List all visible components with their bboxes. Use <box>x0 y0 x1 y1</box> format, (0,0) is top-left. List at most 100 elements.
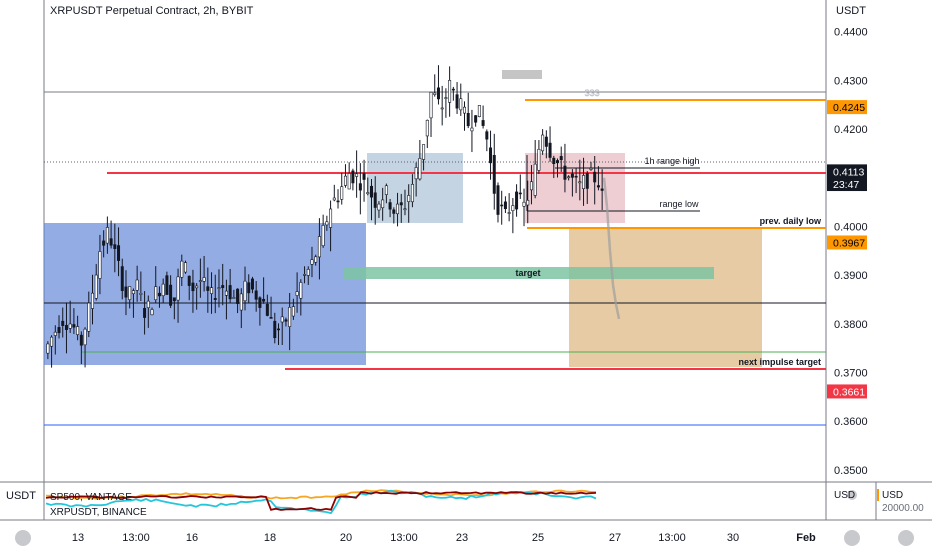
candle <box>433 74 437 97</box>
candle <box>221 263 225 306</box>
candle <box>135 265 139 302</box>
time-label: 20 <box>340 532 352 544</box>
candle <box>548 126 552 162</box>
candle <box>254 281 258 312</box>
price-badge-text: 0.3661 <box>833 386 865 398</box>
price-axis-ticks[interactable]: 0.4400 0.4300 0.4200 0.4000 0.3900 0.3800 0.37… <box>834 27 868 477</box>
candle <box>213 274 217 314</box>
candle <box>87 291 91 338</box>
candle <box>526 180 530 224</box>
candle <box>422 144 426 171</box>
candle <box>68 300 72 333</box>
candle <box>262 277 266 304</box>
candle <box>306 266 310 285</box>
candle <box>336 189 340 209</box>
candle <box>165 271 169 295</box>
candle <box>295 272 299 313</box>
candle <box>582 157 586 206</box>
indicator-currency: USDT <box>6 490 36 502</box>
indicator-lines <box>45 489 597 515</box>
candle <box>596 166 600 191</box>
candle <box>109 220 113 249</box>
label-range-low: range low <box>659 199 699 209</box>
candle <box>265 294 269 317</box>
candle <box>358 163 362 215</box>
indicator-usd-right: USD <box>882 490 904 501</box>
candle <box>343 164 347 188</box>
candle <box>187 275 191 301</box>
candle <box>541 129 545 155</box>
candle <box>403 189 407 216</box>
candle <box>280 307 284 346</box>
candles-group <box>46 65 621 368</box>
candle <box>574 167 578 194</box>
range-zone <box>367 153 463 223</box>
candle <box>83 327 87 368</box>
candle <box>321 214 325 248</box>
candle <box>169 275 173 309</box>
candle <box>303 266 307 284</box>
candle <box>310 246 314 278</box>
indicator-value: 20000.00 <box>882 503 924 514</box>
candle <box>269 296 273 319</box>
candle <box>355 150 359 198</box>
candle <box>362 159 366 202</box>
time-axis-labels[interactable]: 13 13:00 16 18 20 13:00 23 25 27 13:00 30 Feb <box>72 532 816 544</box>
indicator-legend-sp500[interactable]: SP500, VANTAGE <box>50 492 132 503</box>
candle <box>317 218 321 280</box>
indicator-legend-xrp[interactable]: XRPUSDT, BINANCE <box>50 507 147 518</box>
candle <box>399 193 403 223</box>
candle <box>477 105 481 118</box>
candle <box>299 279 303 316</box>
candle <box>191 269 195 313</box>
candle <box>195 283 199 310</box>
candle <box>600 169 604 210</box>
candle <box>217 269 221 308</box>
chart-title: XRPUSDT Perpetual Contract, 2h, BYBIT <box>50 5 254 17</box>
candle <box>53 325 57 355</box>
candle <box>485 129 489 152</box>
time-label: 13:00 <box>390 532 418 544</box>
indicator-circle-icon <box>847 490 857 500</box>
candle <box>429 91 433 137</box>
candle <box>288 293 292 351</box>
candle <box>239 288 243 329</box>
label-range-high: 1h range high <box>644 156 699 166</box>
candle <box>448 66 452 117</box>
price-tick: 0.4300 <box>834 75 868 87</box>
candle <box>131 288 135 318</box>
candle <box>176 268 180 323</box>
candle <box>462 101 466 131</box>
settings-circle-icon <box>15 530 31 546</box>
label-next-impulse-target: next impulse target <box>738 357 821 367</box>
candle <box>76 315 80 341</box>
candle <box>94 264 98 301</box>
time-label: 13 <box>72 532 84 544</box>
price-badge-text: 0.3967 <box>833 237 865 249</box>
candle <box>340 172 344 205</box>
scale-circle-icon <box>844 530 860 546</box>
label-prev-daily-low: prev. daily low <box>760 216 822 226</box>
candle <box>518 174 522 199</box>
price-tick: 0.3700 <box>834 367 868 379</box>
candle <box>503 196 507 214</box>
candle <box>150 307 154 316</box>
candle <box>552 155 556 179</box>
candle <box>91 274 95 325</box>
time-label: 23 <box>456 532 468 544</box>
candle <box>314 254 318 266</box>
candle <box>236 288 240 314</box>
candle <box>273 312 277 344</box>
candle <box>210 272 214 314</box>
candle <box>113 223 117 273</box>
price-axis-currency: USDT <box>836 5 866 17</box>
price-badge: 0.3967 <box>827 235 867 250</box>
candle <box>440 85 444 126</box>
candle <box>369 178 373 221</box>
candle <box>578 159 582 201</box>
candle <box>444 88 448 118</box>
price-badge-text: 0.4113 <box>833 166 864 178</box>
candle <box>585 171 589 204</box>
